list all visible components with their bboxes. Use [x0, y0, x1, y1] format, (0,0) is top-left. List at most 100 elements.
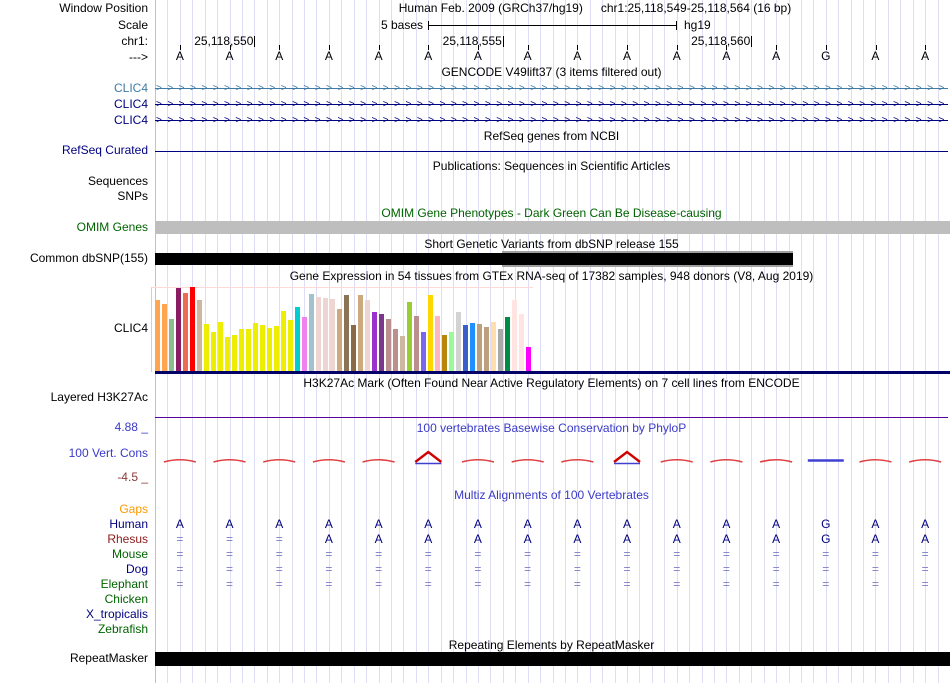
track-title-publications: Publications: Sequences in Scientific Ar…	[432, 159, 671, 173]
alignment-base: A	[374, 517, 383, 531]
grid-line	[788, 0, 790, 683]
gtex-tissue-bar[interactable]	[491, 322, 496, 371]
h3k27ac-baseline[interactable]	[155, 417, 948, 418]
gtex-tissue-bar[interactable]	[372, 312, 377, 371]
gtex-tissue-bar[interactable]	[295, 307, 300, 371]
gtex-tissue-bar[interactable]	[176, 288, 181, 371]
gtex-tissue-bar[interactable]	[344, 295, 349, 371]
gtex-tissue-bar[interactable]	[204, 324, 209, 371]
gtex-tissue-bar[interactable]	[512, 300, 517, 371]
gtex-tissue-bar[interactable]	[358, 295, 363, 371]
alignment-base: A	[672, 532, 681, 546]
gtex-tissue-bar[interactable]	[323, 298, 328, 371]
gtex-tissue-bar[interactable]	[260, 325, 265, 371]
gtex-tissue-bar[interactable]	[246, 329, 251, 371]
track-label-common-dbsnp[interactable]: Common dbSNP(155)	[29, 251, 148, 265]
base-letter: A	[324, 49, 333, 63]
track-label-h3k27ac[interactable]: Layered H3K27Ac	[50, 390, 148, 404]
alignment-gap-glyph: =	[772, 577, 780, 591]
track-label-species-chicken[interactable]: Chicken	[104, 592, 148, 606]
gtex-tissue-bar[interactable]	[169, 319, 174, 371]
gtex-tissue-bar[interactable]	[190, 287, 195, 371]
gtex-tissue-bar[interactable]	[463, 325, 468, 371]
track-label-gencode-transcript[interactable]: CLIC4	[113, 113, 148, 127]
gtex-tissue-bar[interactable]	[330, 299, 335, 371]
alignment-base: A	[225, 517, 234, 531]
gtex-tissue-bar[interactable]	[456, 312, 461, 371]
gtex-tissue-bar[interactable]	[309, 294, 314, 371]
gtex-tissue-bar[interactable]	[393, 329, 398, 371]
gtex-tissue-bar[interactable]	[442, 335, 447, 371]
repeatmasker-bar[interactable]	[155, 652, 950, 666]
gtex-tissue-bar[interactable]	[400, 336, 405, 371]
gtex-tissue-bar[interactable]	[316, 297, 321, 371]
phylop-wiggle[interactable]	[155, 448, 950, 478]
gtex-tissue-bar[interactable]	[239, 329, 244, 371]
gtex-tissue-bar[interactable]	[477, 324, 482, 371]
track-label-species-dog[interactable]: Dog	[125, 562, 148, 576]
track-label-species-mouse[interactable]: Mouse	[111, 547, 148, 561]
grid-line	[701, 0, 703, 683]
gtex-tissue-bar[interactable]	[218, 322, 223, 371]
track-label-repeatmasker[interactable]: RepeatMasker	[69, 651, 148, 665]
gencode-transcript-line[interactable]	[155, 104, 948, 105]
gtex-tissue-bar[interactable]	[414, 316, 419, 371]
gtex-tissue-bar[interactable]	[365, 300, 370, 371]
gencode-transcript-line[interactable]	[155, 88, 948, 89]
track-label-species-human[interactable]: Human	[109, 517, 148, 531]
gtex-tissue-bar[interactable]	[519, 314, 524, 371]
refseq-gene-line[interactable]	[155, 151, 948, 152]
gtex-tissue-bar[interactable]	[386, 319, 391, 371]
track-label-phylop[interactable]: 100 Vert. Cons	[68, 446, 148, 460]
gtex-tissue-bar[interactable]	[449, 332, 454, 371]
gtex-tissue-bar[interactable]	[288, 320, 293, 371]
gencode-strand-arrows: >>>>>>>>>>>>>>>>>>>>>>>>>>>>>>>>>>>>>>>>…	[156, 115, 948, 126]
track-label-species-rhesus[interactable]: Rhesus	[107, 532, 148, 546]
track-label-species-zebrafish[interactable]: Zebrafish	[97, 622, 148, 636]
base-tick	[577, 45, 579, 50]
gtex-tissue-bar[interactable]	[484, 327, 489, 371]
gtex-tissue-bar[interactable]	[421, 332, 426, 371]
gtex-tissue-bar[interactable]	[281, 311, 286, 371]
gtex-tissue-bar[interactable]	[337, 309, 342, 371]
gtex-tissue-bar[interactable]	[498, 329, 503, 371]
track-label-gtex-gene[interactable]: CLIC4	[113, 321, 148, 335]
gtex-tissue-bar[interactable]	[351, 325, 356, 371]
gtex-tissue-bar[interactable]	[274, 326, 279, 371]
gtex-tissue-bar[interactable]	[232, 335, 237, 371]
track-label-species-elephant[interactable]: Elephant	[100, 577, 148, 591]
gtex-tissue-bar[interactable]	[155, 300, 160, 371]
track-label-species-gaps[interactable]: Gaps	[119, 502, 148, 516]
gtex-tissue-bar[interactable]	[302, 317, 307, 371]
track-label-species-x_tropicalis[interactable]: X_tropicalis	[85, 607, 148, 621]
gtex-tissue-bar[interactable]	[379, 314, 384, 371]
track-label-gencode-transcript[interactable]: CLIC4	[113, 81, 148, 95]
gtex-tissue-bar[interactable]	[267, 328, 272, 371]
gtex-tissue-bar[interactable]	[428, 295, 433, 371]
gencode-transcript-line[interactable]	[155, 120, 948, 121]
gtex-tissue-bar[interactable]	[470, 323, 475, 371]
track-label-snps[interactable]: SNPs	[117, 189, 148, 203]
strand-label[interactable]: --->	[129, 50, 148, 64]
track-label-omim-genes[interactable]: OMIM Genes	[76, 220, 148, 234]
alignment-gap-glyph: =	[176, 577, 184, 591]
gtex-tissue-bar[interactable]	[407, 302, 412, 371]
track-label-refseq-curated[interactable]: RefSeq Curated	[61, 143, 148, 157]
gtex-tissue-bar[interactable]	[225, 337, 230, 371]
gtex-tissue-bar[interactable]	[253, 323, 258, 371]
track-title-multiz: Multiz Alignments of 100 Vertebrates	[454, 488, 649, 502]
track-label-gencode-transcript[interactable]: CLIC4	[113, 97, 148, 111]
alignment-gap-glyph: =	[524, 562, 532, 576]
track-label-sequences[interactable]: Sequences	[87, 174, 148, 188]
gtex-tissue-bar[interactable]	[162, 304, 167, 371]
gtex-tissue-bar[interactable]	[505, 317, 510, 371]
gtex-tissue-bar[interactable]	[211, 332, 216, 371]
gtex-tissue-bar[interactable]	[435, 316, 440, 371]
base-letter: A	[672, 49, 681, 63]
dbsnp-variant-bar[interactable]	[155, 253, 793, 265]
gtex-tissue-bar[interactable]	[526, 347, 531, 371]
gtex-tissue-bar[interactable]	[183, 293, 188, 371]
gtex-gene-model-line[interactable]	[155, 371, 950, 374]
omim-gene-bar[interactable]	[155, 221, 950, 234]
gtex-tissue-bar[interactable]	[197, 300, 202, 371]
